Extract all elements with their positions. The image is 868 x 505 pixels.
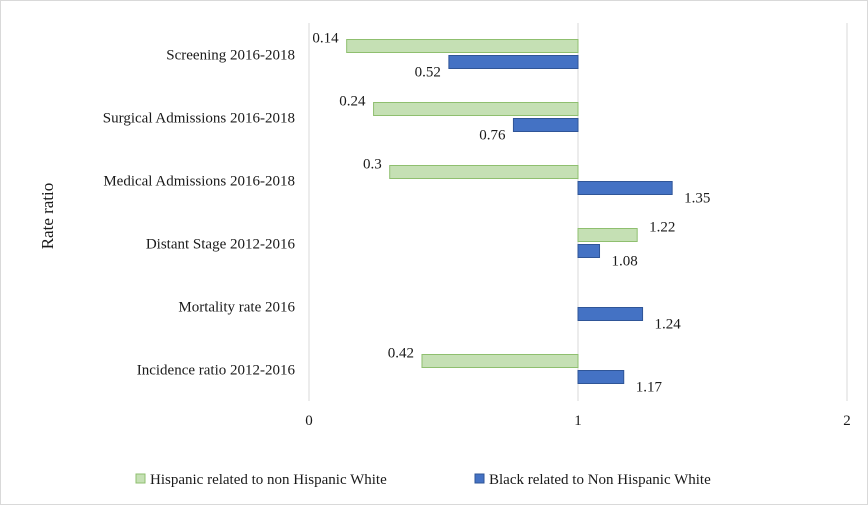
bar-black	[512, 118, 579, 132]
bar-black	[448, 55, 579, 69]
legend-swatch	[474, 473, 485, 484]
legend: Hispanic related to non Hispanic White Bl…	[135, 472, 711, 488]
data-label: 1.22	[649, 220, 675, 236]
bar-hispanic	[577, 228, 638, 242]
legend-swatch	[135, 473, 146, 484]
bar-black	[577, 370, 625, 384]
bar-hispanic	[421, 354, 579, 368]
category-labels: Screening 2016-2018 Surgical Admissions 2…	[103, 48, 296, 379]
data-label: 1.24	[655, 317, 682, 333]
data-label: 0.42	[388, 346, 414, 362]
data-label: 0.14	[312, 31, 339, 47]
data-label: 0.24	[339, 94, 366, 110]
y-axis-label: Rate ratio	[38, 183, 57, 250]
category-label: Screening 2016-2018	[166, 48, 295, 64]
category-label: Mortality rate 2016	[178, 300, 295, 316]
x-tick-label: 1	[574, 413, 582, 429]
data-labels: 0.14 0.52 0.24 0.76 0.3 1.35 1.22 1.08 1.24 0.42 1…	[312, 31, 710, 396]
data-label: 0.76	[479, 128, 506, 144]
legend-label: Black related to Non Hispanic White	[489, 472, 711, 488]
x-tick-label: 2	[843, 413, 851, 429]
bar-black	[577, 244, 601, 258]
bar-black	[577, 181, 673, 195]
data-label: 1.17	[636, 380, 663, 396]
bars	[346, 39, 673, 384]
data-label: 0.52	[415, 65, 441, 81]
bar-hispanic	[373, 102, 579, 116]
bar-black	[577, 307, 644, 321]
category-label: Surgical Admissions 2016-2018	[103, 111, 295, 127]
bar-hispanic	[346, 39, 579, 53]
data-label: 1.08	[612, 254, 638, 270]
x-tick-labels: 0 1 2	[305, 413, 851, 429]
legend-label: Hispanic related to non Hispanic White	[150, 472, 387, 488]
category-label: Incidence ratio 2012-2016	[137, 363, 296, 379]
x-tick-label: 0	[305, 413, 313, 429]
data-label: 1.35	[684, 191, 710, 207]
category-label: Medical Admissions 2016-2018	[103, 174, 295, 190]
data-label: 0.3	[363, 157, 382, 173]
bar-hispanic	[389, 165, 579, 179]
category-label: Distant Stage 2012-2016	[146, 237, 296, 253]
gridlines	[308, 23, 848, 401]
